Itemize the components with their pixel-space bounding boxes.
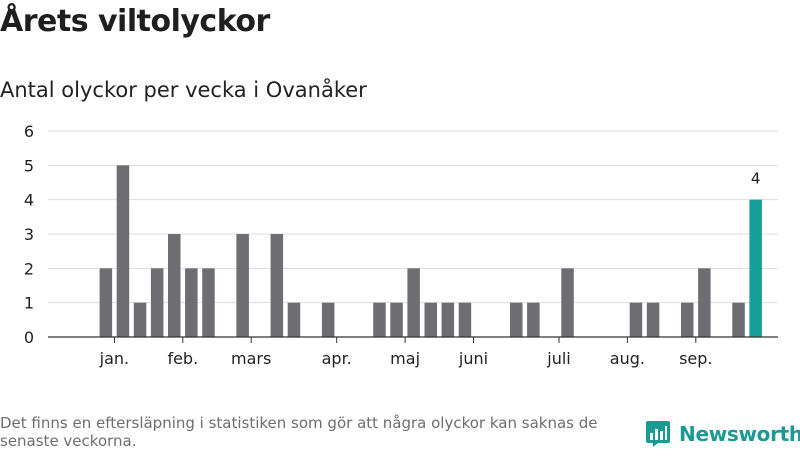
bar xyxy=(732,302,745,337)
bar xyxy=(287,302,301,337)
x-tick-label: maj xyxy=(390,349,420,368)
bar xyxy=(629,302,643,337)
bar xyxy=(527,302,540,337)
bar xyxy=(681,302,694,337)
bar xyxy=(185,268,198,337)
bar xyxy=(510,302,523,337)
bar xyxy=(99,268,113,337)
x-tick-label: jan. xyxy=(99,349,129,368)
footnote: Det finns en eftersläpning i statistiken… xyxy=(0,414,598,450)
bar xyxy=(168,234,181,337)
x-tick-label: juni xyxy=(458,349,488,368)
y-tick-label: 2 xyxy=(24,259,34,278)
x-tick-label: apr. xyxy=(322,349,352,368)
brand-name: Newsworthy xyxy=(679,422,800,446)
bar xyxy=(407,268,420,337)
x-tick-label: feb. xyxy=(167,349,198,368)
y-tick-label: 0 xyxy=(24,328,34,347)
y-tick-label: 1 xyxy=(24,294,34,313)
bar xyxy=(270,234,284,337)
bar-highlight xyxy=(749,199,762,337)
x-tick-label: aug. xyxy=(610,349,645,368)
bar xyxy=(150,268,164,337)
bar xyxy=(390,302,403,337)
bar xyxy=(116,165,130,337)
bar-chart-icon xyxy=(646,421,670,447)
x-tick-label: sep. xyxy=(679,349,712,368)
bar xyxy=(133,302,147,337)
bar xyxy=(236,234,249,337)
bar xyxy=(646,302,660,337)
bar xyxy=(202,268,215,337)
brand-logo: Newsworthy xyxy=(645,420,800,448)
x-tick-label: juli xyxy=(546,349,570,368)
bar xyxy=(441,302,455,337)
bar xyxy=(698,268,711,337)
chart-title: Årets viltolyckor xyxy=(0,4,270,39)
data-label: 4 xyxy=(751,170,761,188)
chart-subtitle: Antal olyckor per vecka i Ovanåker xyxy=(0,78,367,102)
bar xyxy=(424,302,437,337)
bar xyxy=(321,302,335,337)
y-tick-label: 5 xyxy=(24,156,34,175)
y-tick-label: 6 xyxy=(24,122,34,141)
bar-chart: 0 1 2 3 4 5 6 4 jan. feb. mars apr. maj juni juli aug. s… xyxy=(24,122,778,368)
y-tick-label: 4 xyxy=(24,191,34,210)
y-tick-label: 3 xyxy=(24,225,34,244)
bar xyxy=(561,268,574,337)
x-tick-label: mars xyxy=(231,349,271,368)
bar xyxy=(458,302,472,337)
bar xyxy=(373,302,386,337)
